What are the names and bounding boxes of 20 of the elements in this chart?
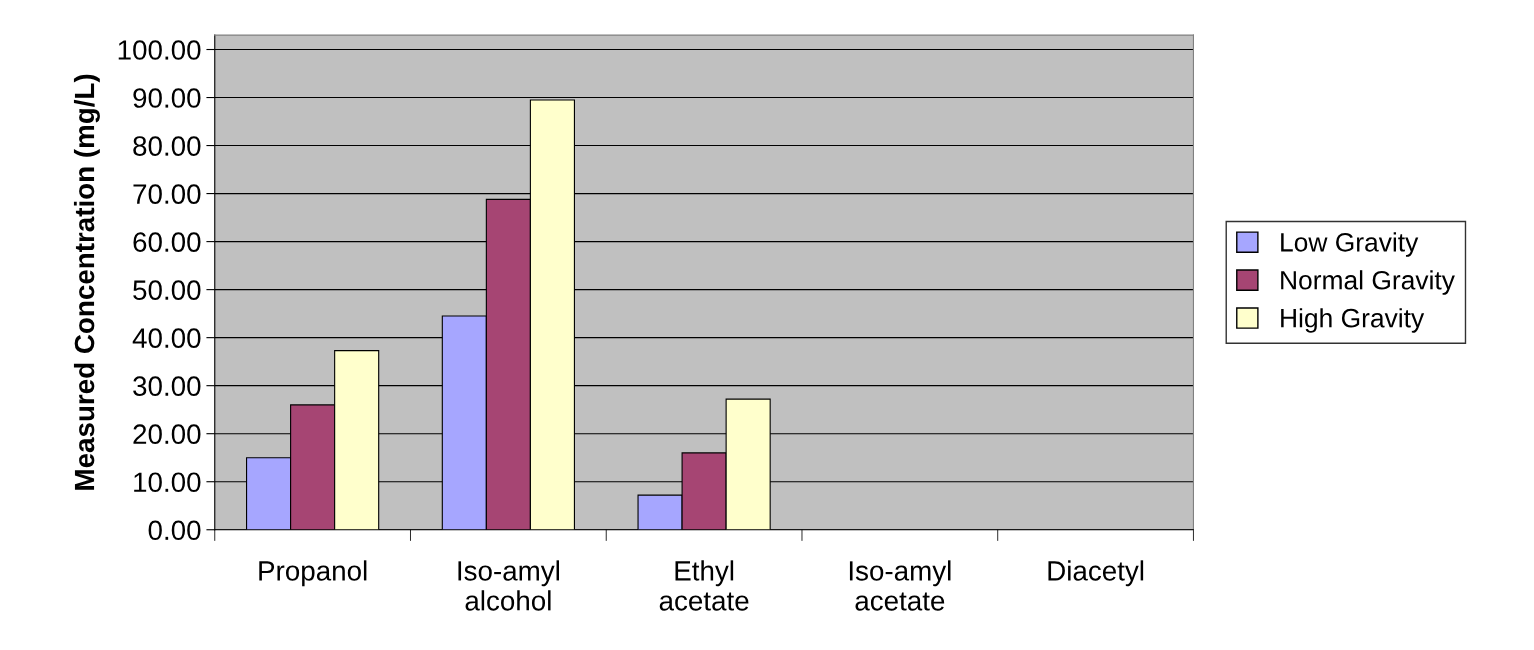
y-tick-label: 100.00 [118, 40, 201, 60]
x-tick-label: Iso-amyl acetate [849, 560, 951, 611]
y-tick-label: 60.00 [133, 232, 201, 252]
legend-label: High Gravity [1281, 308, 1425, 333]
x-tick-label: Diacetyl [1048, 560, 1144, 587]
y-tick-label: 90.00 [133, 88, 201, 108]
x-tick-label: Ethyl acetate [659, 560, 749, 611]
y-tick-label: 10.00 [134, 472, 201, 493]
y-tick-label: 30.00 [133, 376, 201, 397]
x-tick-label: Propanol [259, 560, 367, 587]
legend-label: Normal Gravity [1281, 270, 1455, 295]
y-tick-label: 20.00 [133, 424, 201, 445]
y-tick-label: 80.00 [133, 136, 201, 156]
y-axis-title: Measured Concentration (mg/L) [73, 74, 100, 490]
x-tick-label: Iso-amyl alcohol [458, 560, 559, 611]
y-tick-label: 40.00 [132, 328, 201, 348]
y-tick-label: 70.00 [133, 184, 201, 204]
legend-label: Low Gravity [1281, 232, 1419, 257]
y-tick-label: 0.00 [148, 520, 201, 541]
y-tick-label: 50.00 [133, 280, 201, 300]
